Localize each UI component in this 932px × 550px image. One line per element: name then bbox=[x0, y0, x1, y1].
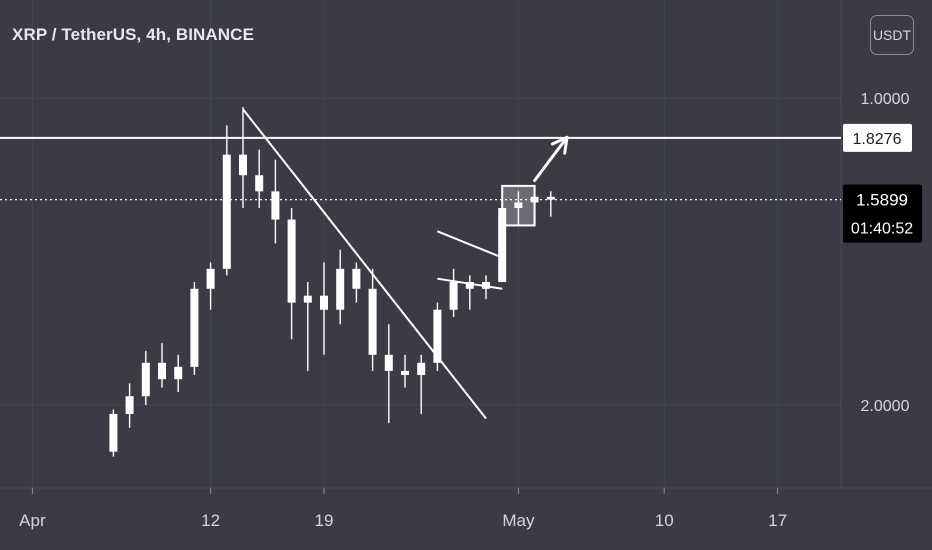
candle-body bbox=[401, 370, 409, 376]
candle bbox=[206, 262, 215, 310]
last-price-label: 1.5899 bbox=[856, 191, 908, 210]
candle bbox=[465, 275, 474, 310]
candle-body bbox=[417, 362, 426, 376]
candle bbox=[174, 354, 183, 392]
candle-body bbox=[384, 354, 393, 371]
candle bbox=[546, 191, 555, 217]
candle bbox=[352, 262, 361, 303]
candle-body bbox=[320, 295, 328, 310]
candle-body bbox=[239, 154, 247, 176]
candle bbox=[417, 354, 426, 414]
candle bbox=[433, 302, 442, 371]
candle bbox=[303, 282, 312, 371]
time-axis-label: 19 bbox=[315, 511, 334, 530]
last-price-tag bbox=[843, 184, 922, 243]
candle-body bbox=[125, 396, 134, 414]
symbol-title: XRP / TetherUS, 4h, BINANCE bbox=[12, 25, 255, 44]
candle bbox=[141, 350, 150, 405]
candle bbox=[222, 125, 231, 276]
time-axis-label: May bbox=[502, 511, 535, 530]
price-axis-label: 2.0000 bbox=[861, 398, 910, 415]
time-axis-label: Apr bbox=[19, 511, 46, 530]
candle bbox=[384, 324, 393, 424]
candle-body bbox=[514, 202, 523, 209]
candle-body bbox=[303, 295, 312, 303]
candle bbox=[158, 343, 166, 388]
resistance-price-tag bbox=[843, 123, 912, 152]
candle bbox=[320, 262, 328, 355]
time-axis-label: 10 bbox=[655, 511, 674, 530]
descending-trendline bbox=[242, 108, 487, 420]
candle-body bbox=[158, 362, 166, 380]
candle-body bbox=[141, 362, 150, 397]
triangle-upper-edge bbox=[437, 230, 503, 259]
currency-button[interactable]: USDT bbox=[870, 15, 914, 55]
candle-body bbox=[271, 191, 280, 220]
candle bbox=[336, 249, 345, 325]
candle bbox=[401, 354, 409, 388]
candle bbox=[125, 383, 134, 428]
candle-body bbox=[449, 282, 458, 310]
candle-body bbox=[255, 175, 264, 192]
candle-body bbox=[287, 219, 296, 303]
resistance-price-label: 1.8276 bbox=[853, 131, 902, 148]
price-axis-label: 1.0000 bbox=[861, 91, 910, 108]
candle-body bbox=[546, 196, 555, 200]
candle-body bbox=[465, 282, 474, 289]
candle-body bbox=[498, 208, 507, 283]
candle-body bbox=[368, 288, 377, 355]
candle bbox=[287, 208, 296, 340]
time-axis-label: 17 bbox=[768, 511, 787, 530]
candle bbox=[368, 268, 377, 371]
breakout-arrow-head bbox=[550, 135, 569, 155]
bar-countdown-label: 01:40:52 bbox=[851, 221, 913, 238]
triangle-lower-edge bbox=[437, 277, 503, 290]
candle-body bbox=[109, 413, 118, 452]
candle bbox=[271, 159, 280, 244]
candle-body bbox=[336, 268, 345, 310]
candle-body bbox=[352, 268, 361, 289]
consolidation-rectangle bbox=[501, 184, 536, 227]
breakout-arrow-shaft bbox=[533, 135, 569, 183]
candle bbox=[449, 268, 458, 317]
candle-body bbox=[222, 154, 231, 269]
candle bbox=[514, 191, 523, 226]
candle bbox=[190, 282, 199, 376]
time-axis-label: 12 bbox=[201, 511, 220, 530]
candle-body bbox=[433, 309, 442, 363]
candle-body bbox=[190, 288, 199, 367]
candle bbox=[239, 106, 247, 209]
candle-body bbox=[174, 366, 183, 380]
candle bbox=[255, 149, 264, 209]
candle-body bbox=[206, 268, 215, 289]
candle bbox=[109, 409, 118, 457]
